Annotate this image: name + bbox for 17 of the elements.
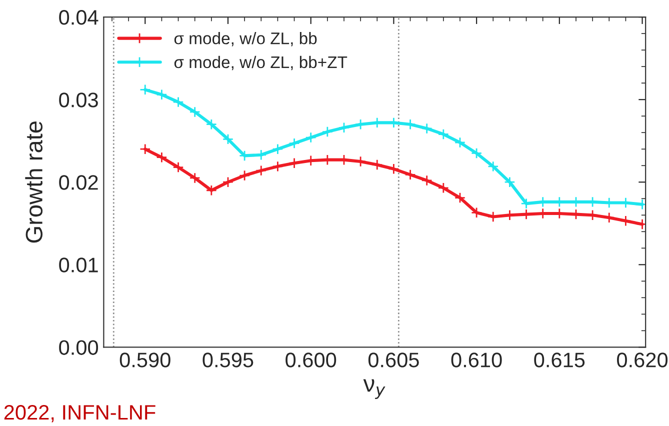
x-tick-label: 0.600 xyxy=(286,352,336,368)
x-axis-title: ν$_{y}$ xyxy=(363,379,386,399)
y-tick-label: 0.02 xyxy=(59,175,98,190)
x-tick-label: 0.590 xyxy=(120,352,170,368)
y-tick-label: 0.01 xyxy=(59,258,98,272)
x-tick-label: 0.620 xyxy=(617,352,668,368)
y-tick-label: 0.00 xyxy=(59,340,98,355)
legend-label: σ mode, w/o ZL, bb+ZT xyxy=(174,56,348,70)
y-tick-label: 0.04 xyxy=(59,10,98,25)
legend-label: σ mode, w/o ZL, bb xyxy=(174,32,317,46)
x-tick-label: 0.610 xyxy=(451,352,502,368)
x-tick-label: 0.605 xyxy=(368,352,419,368)
x-tick-label: 0.595 xyxy=(202,352,254,368)
y-axis-title: Growth rate xyxy=(25,121,43,243)
x-tick-label: 0.615 xyxy=(534,352,585,368)
y-tick-label: 0.03 xyxy=(59,92,98,108)
text: 2022, INFN-LNF xyxy=(4,405,156,422)
